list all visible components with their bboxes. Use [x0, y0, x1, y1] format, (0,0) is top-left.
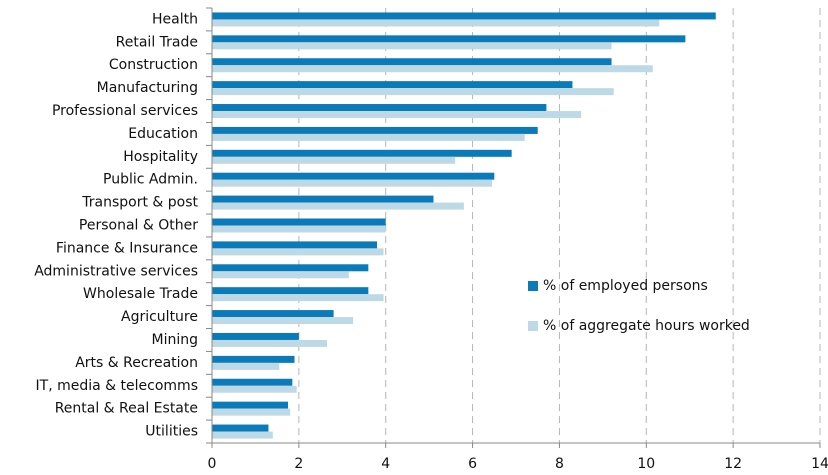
gridlines	[298, 8, 821, 443]
bar-hours-8	[212, 202, 464, 210]
x-tick-label-0: 0	[208, 456, 217, 472]
category-label-2: Construction	[109, 57, 198, 73]
bar-employed-15	[212, 355, 295, 363]
category-label-9: Personal & Other	[79, 218, 198, 234]
category-label-18: Utilities	[145, 424, 198, 440]
bar-hours-10	[212, 248, 384, 256]
x-tick-label-4: 4	[381, 456, 390, 472]
category-label-15: Arts & Recreation	[75, 355, 198, 371]
bars	[212, 12, 716, 439]
bar-employed-1	[212, 35, 686, 43]
bar-employed-8	[212, 195, 434, 203]
category-label-5: Education	[128, 126, 198, 142]
legend-swatch-1	[528, 321, 538, 331]
bar-hours-15	[212, 362, 280, 370]
category-label-10: Finance & Insurance	[56, 240, 198, 256]
legend: % of employed persons % of aggregate hour…	[528, 278, 750, 334]
bar-employed-11	[212, 264, 369, 272]
category-labels: Health Retail Trade Construction Manufactur…	[34, 11, 198, 439]
x-tick-label-10: 10	[637, 456, 655, 472]
bar-hours-4	[212, 111, 582, 119]
bar-employed-6	[212, 149, 512, 157]
legend-label-0: % of employed persons	[543, 278, 708, 294]
category-label-11: Administrative services	[34, 263, 198, 279]
bar-employed-16	[212, 378, 293, 386]
category-label-16: IT, media & telecomms	[36, 378, 198, 394]
bar-hours-1	[212, 42, 612, 50]
legend-swatch-0	[528, 281, 538, 291]
category-label-4: Professional services	[52, 103, 198, 119]
bar-employed-14	[212, 332, 299, 340]
bar-employed-12	[212, 287, 369, 295]
bar-hours-12	[212, 294, 384, 302]
category-label-0: Health	[152, 11, 198, 27]
bar-hours-17	[212, 408, 291, 416]
bar-hours-7	[212, 179, 493, 187]
bar-hours-5	[212, 133, 525, 141]
bar-hours-11	[212, 271, 349, 279]
category-label-6: Hospitality	[123, 149, 198, 165]
x-tick-label-14: 14	[811, 456, 828, 472]
bar-hours-0	[212, 19, 660, 27]
x-tick-label-8: 8	[555, 456, 564, 472]
category-label-3: Manufacturing	[97, 80, 198, 96]
x-tick-label-2: 2	[294, 456, 303, 472]
legend-label-1: % of aggregate hours worked	[543, 318, 750, 334]
bar-employed-18	[212, 424, 269, 432]
bar-hours-18	[212, 431, 273, 439]
bar-employed-5	[212, 126, 538, 134]
bar-employed-17	[212, 401, 288, 409]
bar-employed-0	[212, 12, 716, 20]
bar-hours-16	[212, 385, 297, 393]
bar-employed-10	[212, 241, 378, 249]
bar-employed-2	[212, 58, 612, 66]
bar-employed-3	[212, 81, 573, 89]
bar-hours-13	[212, 317, 354, 325]
x-tick-label-12: 12	[724, 456, 742, 472]
bar-hours-6	[212, 156, 456, 164]
bar-hours-9	[212, 225, 386, 233]
category-label-13: Agriculture	[121, 309, 198, 325]
category-label-1: Retail Trade	[116, 34, 198, 50]
bar-employed-4	[212, 104, 547, 112]
x-tick-label-6: 6	[468, 456, 477, 472]
x-tick-labels: 0 2 4 6 8 10 12 14	[208, 456, 828, 472]
category-label-7: Public Admin.	[103, 172, 198, 188]
category-label-17: Rental & Real Estate	[55, 401, 198, 417]
bar-hours-2	[212, 65, 653, 73]
bar-employed-13	[212, 310, 334, 318]
bar-hours-14	[212, 339, 328, 347]
bar-employed-7	[212, 172, 495, 180]
axes	[206, 7, 821, 448]
bar-hours-3	[212, 88, 614, 96]
category-label-14: Mining	[152, 332, 199, 348]
bar-employed-9	[212, 218, 386, 226]
category-label-8: Transport & post	[81, 195, 198, 211]
category-label-12: Wholesale Trade	[83, 286, 198, 302]
